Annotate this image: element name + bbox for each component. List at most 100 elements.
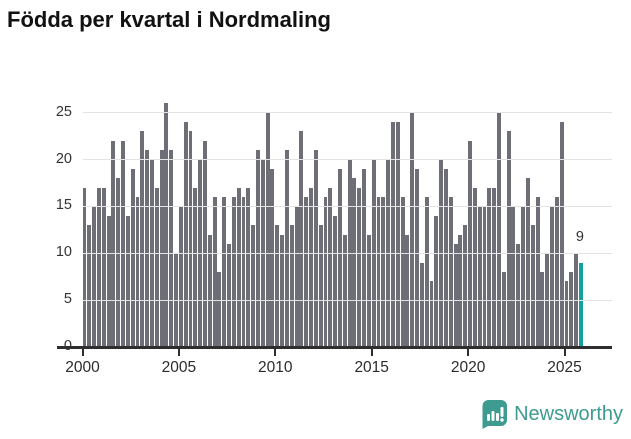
- bar: [419, 262, 424, 347]
- bar: [125, 215, 130, 347]
- bar: [289, 225, 294, 347]
- bar: [352, 178, 357, 347]
- bar: [366, 234, 371, 347]
- bar: [212, 197, 217, 347]
- bar: [280, 234, 285, 347]
- x-axis-tick: [467, 348, 470, 356]
- bar: [424, 197, 429, 347]
- bar: [323, 197, 328, 347]
- bar: [256, 150, 260, 347]
- bar: [492, 187, 497, 347]
- x-axis-line: [57, 346, 612, 349]
- bar: [236, 187, 241, 347]
- bar: [463, 225, 468, 347]
- x-axis-tick: [274, 348, 277, 356]
- x-axis-tick: [177, 348, 180, 356]
- bar: [458, 234, 463, 347]
- bar: [400, 197, 405, 347]
- bar: [448, 197, 453, 347]
- bar: [342, 234, 347, 347]
- y-gridline: [82, 252, 612, 254]
- bar: [521, 206, 526, 347]
- bar: [154, 187, 159, 347]
- bar: [265, 112, 270, 347]
- bar: [429, 281, 434, 347]
- y-axis-tick-label: 0: [63, 338, 72, 354]
- bar: [92, 206, 97, 347]
- bar: [362, 168, 366, 347]
- x-axis-tick-label: 2010: [258, 359, 293, 376]
- bar: [313, 150, 318, 347]
- bar: [453, 243, 458, 347]
- bar: [511, 206, 516, 347]
- chart-title: Födda per kvartal i Nordmaling: [7, 7, 331, 32]
- bar: [164, 103, 169, 347]
- bar: [284, 150, 289, 347]
- bar: [434, 215, 439, 347]
- bar: [550, 206, 554, 347]
- bar: [530, 225, 535, 347]
- bar: [106, 215, 111, 347]
- y-axis-tick-label: 25: [55, 103, 72, 120]
- bar: [203, 140, 207, 347]
- bar: [294, 206, 299, 347]
- bar: [318, 225, 323, 347]
- bar: [477, 206, 482, 347]
- bar: [159, 150, 164, 347]
- y-gridline: [82, 159, 612, 161]
- newsworthy-logo-icon: [482, 400, 508, 429]
- x-axis-tick: [81, 348, 84, 356]
- bar: [188, 131, 193, 347]
- bar: [101, 187, 106, 347]
- bar: [540, 272, 545, 347]
- newsworthy-logo[interactable]: Newsworthy: [480, 399, 623, 430]
- bar: [87, 225, 92, 347]
- bar: [217, 272, 222, 347]
- bar: [231, 197, 236, 347]
- y-gridline: [82, 299, 612, 301]
- newsworthy-brand-text: Newsworthy: [514, 403, 623, 425]
- bar: [569, 272, 574, 347]
- x-axis-tick-label: 2005: [161, 359, 197, 376]
- bar: [395, 122, 400, 347]
- bar: [135, 197, 140, 347]
- bar: [145, 150, 150, 347]
- bar: [270, 168, 275, 347]
- bar: [207, 234, 212, 347]
- bar: [183, 122, 188, 347]
- bar: [564, 281, 569, 347]
- bar: [501, 272, 506, 347]
- bar: [222, 197, 227, 347]
- bar: [559, 122, 564, 347]
- bar: [328, 187, 333, 347]
- x-axis-tick-label: 2000: [65, 359, 100, 376]
- bar: [405, 234, 410, 347]
- y-gridline: [82, 205, 612, 207]
- bar: [299, 131, 304, 347]
- bar: [130, 168, 135, 347]
- bar: [169, 150, 174, 347]
- bar: [410, 112, 415, 347]
- bar: [506, 131, 511, 347]
- bar: [275, 225, 280, 347]
- bar: [444, 168, 448, 347]
- bar: [193, 187, 198, 347]
- bar: [246, 187, 251, 347]
- x-axis-tick-label: 2025: [547, 359, 582, 376]
- bar: [333, 215, 338, 347]
- y-axis-tick-label: 15: [55, 197, 72, 214]
- y-gridline: [82, 112, 612, 114]
- bar: [304, 197, 309, 347]
- bar-series: [82, 0, 586, 347]
- bar: [415, 168, 420, 347]
- bar: [390, 122, 395, 347]
- bar: [381, 197, 386, 347]
- y-axis-tick-label: 10: [55, 244, 72, 261]
- bar: [525, 178, 530, 347]
- bar: [309, 187, 313, 347]
- bar: [121, 140, 125, 347]
- x-axis-tick: [370, 348, 373, 356]
- bar: [357, 187, 362, 347]
- bar: [116, 178, 121, 347]
